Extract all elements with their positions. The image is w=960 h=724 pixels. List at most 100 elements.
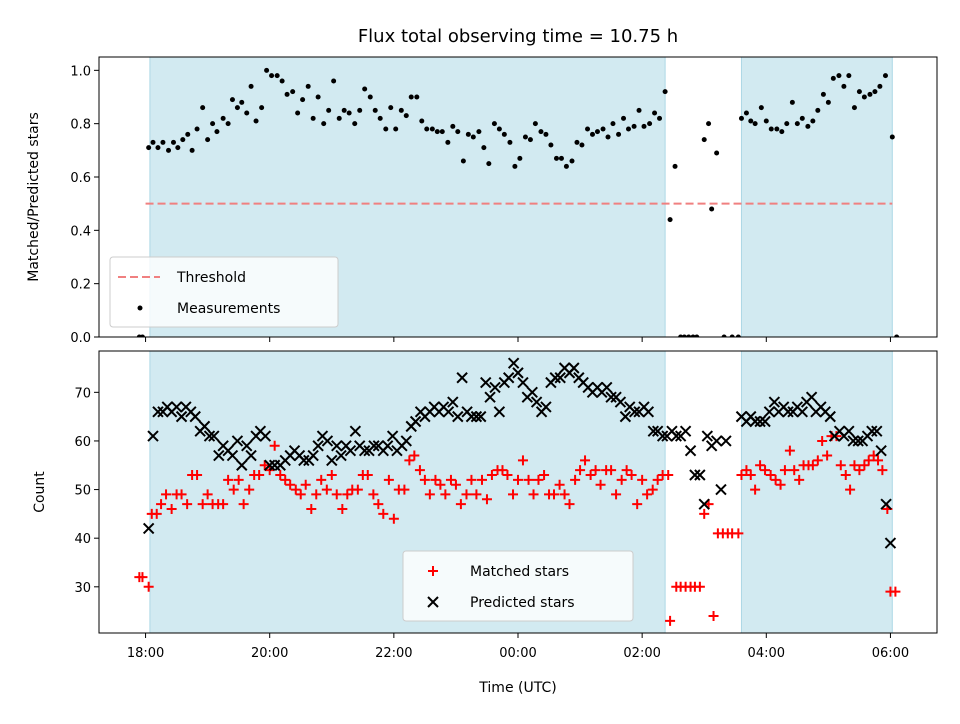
matched-star-point (362, 469, 373, 480)
legend-box (109, 256, 339, 328)
legend-label: Threshold (176, 270, 246, 286)
legend-box (402, 550, 634, 622)
measurement-point (465, 131, 471, 137)
measurement-point (657, 115, 663, 121)
measurement-point (259, 105, 265, 111)
measurement-point (543, 131, 549, 137)
predicted-star-point (386, 430, 399, 442)
measurement-point (563, 163, 569, 169)
matched-star-point (176, 489, 187, 500)
matched-star-point (440, 489, 451, 500)
matched-star-point (238, 499, 249, 510)
predicted-star-point (198, 420, 211, 433)
matched-star-point (877, 465, 888, 476)
matched-star-point (741, 465, 752, 476)
matched-star-point (151, 508, 162, 519)
predicted-star-point (843, 425, 855, 437)
legend-marker-dot (137, 305, 143, 311)
y-tick-label: 30 (74, 581, 91, 596)
matched-star-point (807, 460, 818, 471)
matched-star-point (585, 469, 596, 480)
matched-star-point (466, 474, 477, 485)
predicted-star-point (805, 391, 818, 403)
measurement-point (774, 126, 780, 132)
matched-star-point (665, 615, 676, 626)
measurement-point (799, 115, 805, 121)
predicted-star-point (526, 386, 538, 399)
measurement-point (225, 121, 231, 127)
y-tick-label: 1.0 (70, 64, 91, 79)
matched-star-point (890, 586, 901, 597)
matched-star-point (840, 469, 851, 480)
measurement-point (836, 73, 842, 79)
measurement-point (553, 155, 559, 161)
y-tick-label: 0.6 (70, 171, 91, 186)
top-y-axis-label: Matched/Predicted stars (26, 112, 42, 282)
predicted-star-point (628, 406, 641, 418)
legend-label: Measurements (177, 301, 280, 317)
measurement-point (752, 121, 758, 127)
matched-star-point (559, 489, 570, 500)
measurement-point (496, 126, 502, 132)
y-tick-label: 0.0 (70, 331, 91, 346)
predicted-star-point (335, 449, 347, 462)
matched-star-point (831, 431, 842, 442)
measurement-point (672, 163, 678, 169)
measurement-point (408, 94, 414, 100)
measurement-point (346, 110, 352, 116)
predicted-star-point (170, 401, 183, 413)
measurement-point (341, 107, 347, 113)
predicted-star-point (152, 406, 164, 418)
predicted-star-point (749, 415, 761, 428)
measurement-point (501, 131, 507, 137)
measurement-point (200, 105, 206, 111)
predicted-star-point (465, 410, 478, 423)
measurement-point (455, 129, 461, 135)
matched-star-point (611, 489, 622, 500)
matched-star-point (517, 455, 528, 466)
y-tick-label: 50 (74, 484, 91, 499)
measurement-point (846, 73, 852, 79)
measurement-point (160, 139, 166, 145)
matched-star-point (137, 572, 148, 583)
matched-star-point (285, 479, 296, 490)
x-tick-label: 00:00 (499, 646, 536, 661)
measurement-point (450, 123, 456, 129)
matched-star-point (616, 474, 627, 485)
predicted-star-point (236, 459, 248, 471)
matched-star-point (750, 484, 761, 495)
predicted-star-point (331, 440, 343, 452)
measurement-point (641, 123, 647, 129)
matched-star-point (513, 474, 523, 485)
measurement-point (636, 107, 642, 113)
matched-star-point (708, 610, 719, 621)
measurement-point (690, 334, 696, 337)
predicted-star-point (489, 381, 501, 394)
predicted-star-point (701, 430, 714, 442)
predicted-star-point (694, 469, 706, 481)
measurement-point (279, 78, 285, 84)
matched-star-point (632, 499, 643, 510)
matched-star-point (424, 489, 435, 500)
measurement-point (269, 73, 275, 79)
measurement-point (139, 334, 145, 337)
measurement-point (205, 137, 211, 143)
predicted-star-point (679, 425, 692, 437)
predicted-star-point (605, 391, 617, 403)
measurement-point (815, 107, 821, 113)
measurement-point (476, 129, 482, 135)
measurement-point (321, 121, 327, 127)
predicted-star-point (213, 449, 225, 462)
predicted-star-point (442, 406, 455, 418)
measurement-point (486, 161, 492, 167)
matched-star-point (445, 474, 456, 485)
measurement-point (758, 105, 764, 111)
matched-star-point (368, 489, 379, 500)
legend-label: Matched stars (470, 564, 569, 580)
predicted-star-point (493, 406, 506, 418)
measurement-point (264, 67, 270, 73)
matched-star-point (471, 489, 482, 500)
matched-star-point (202, 489, 213, 500)
measurement-point (445, 139, 451, 145)
